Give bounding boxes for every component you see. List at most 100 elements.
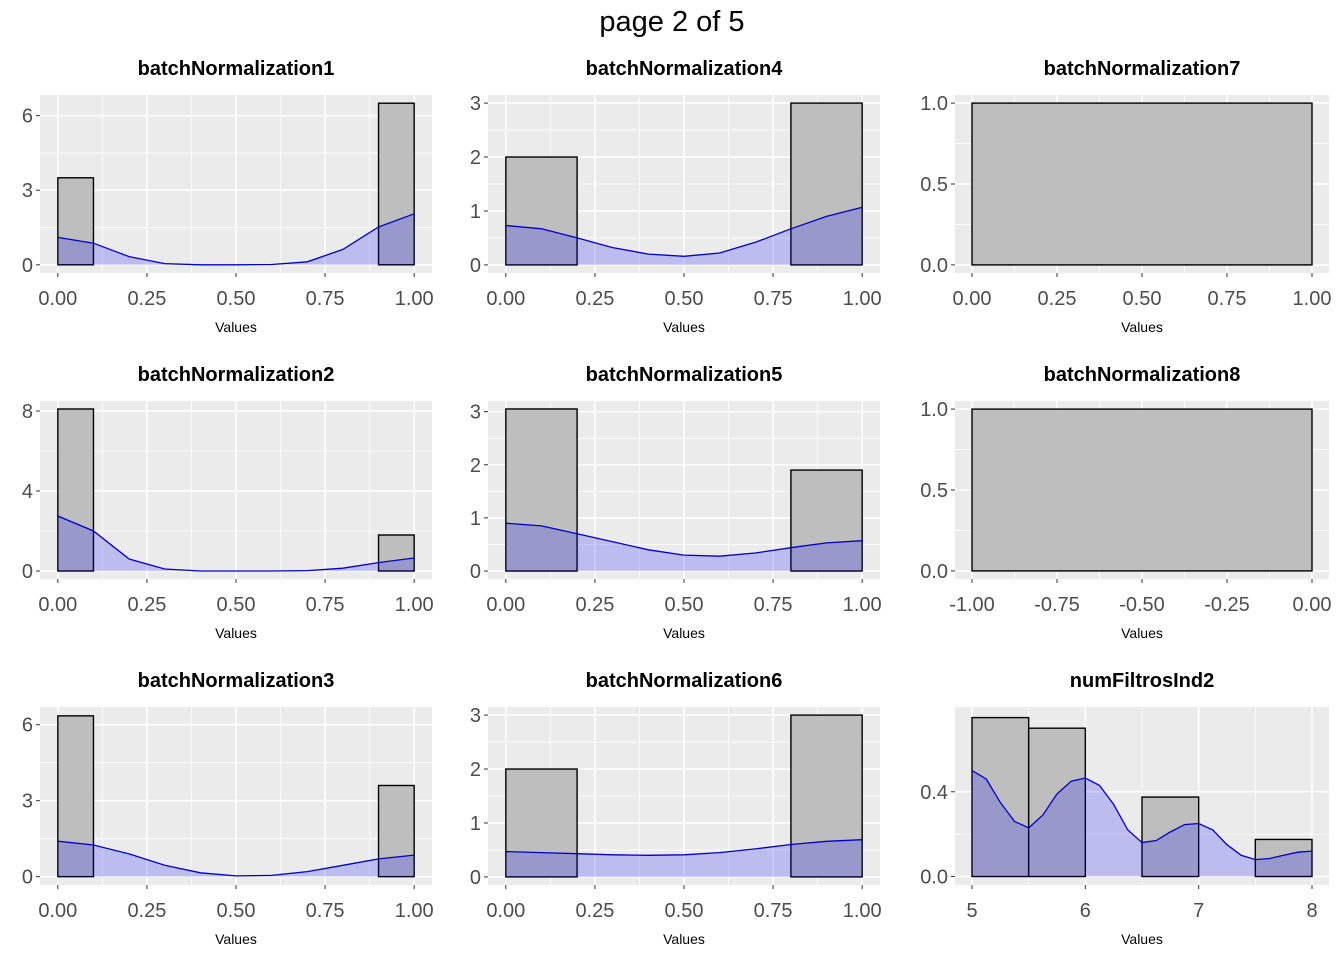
histogram-bar: [790, 469, 863, 572]
y-tick-label: 0: [22, 867, 33, 889]
x-tick-label: 0.50: [1123, 288, 1162, 310]
x-axis-label: Values: [663, 931, 705, 947]
histogram-bar: [505, 156, 578, 266]
x-tick-label: 1.00: [843, 594, 882, 616]
x-tick-label: 0.25: [575, 594, 614, 616]
chart-panel: 0.00 0.25 0.50 0.75 1.00 0.0 0.5 1.0 batchNormal…: [920, 58, 1331, 335]
chart-panel: 5 6 7 8 0.0 0.4 numFiltrosInd2 Values: [920, 670, 1329, 947]
y-tick-label: 6: [22, 106, 33, 128]
x-tick-label: 5: [966, 900, 977, 922]
density-area: [57, 213, 415, 265]
x-tick-label: 0.50: [665, 594, 704, 616]
x-tick-label: -1.00: [949, 594, 995, 616]
y-tick-label: 0.4: [920, 782, 948, 804]
x-axis-label: Values: [663, 625, 705, 641]
y-tick-label: 0.0: [920, 561, 948, 583]
histogram-bar: [377, 102, 415, 266]
x-tick-label: 0.75: [306, 594, 345, 616]
y-tick-label: 8: [22, 401, 33, 423]
x-tick-label: 0.75: [1208, 288, 1247, 310]
panel-title: batchNormalization1: [138, 58, 335, 80]
histogram-bar: [971, 408, 1313, 572]
panel-title: batchNormalization4: [586, 58, 784, 80]
panel-title: batchNormalization7: [1044, 58, 1241, 80]
y-tick-label: 1.0: [920, 399, 948, 421]
x-axis-label: Values: [215, 625, 257, 641]
x-tick-label: 0.25: [127, 594, 166, 616]
panel-title: batchNormalization6: [586, 670, 783, 692]
x-tick-label: 0.00: [1293, 594, 1332, 616]
y-tick-label: 3: [22, 180, 33, 202]
x-axis-label: Values: [215, 931, 257, 947]
y-tick-label: 2: [470, 147, 481, 169]
chart-panel: 0.00 0.25 0.50 0.75 1.00 0 1 2 3 batchNormalizati…: [470, 364, 882, 641]
panel-title: batchNormalization2: [138, 364, 335, 386]
y-tick-label: 2: [470, 759, 481, 781]
y-tick-label: 0: [470, 867, 481, 889]
x-tick-label: 1.00: [843, 900, 882, 922]
y-tick-label: 6: [22, 715, 33, 737]
density-line: [505, 206, 863, 257]
histogram-bar: [1254, 838, 1313, 878]
density-line: [57, 213, 415, 266]
panel-title: numFiltrosInd2: [1070, 670, 1214, 692]
density-area: [57, 516, 415, 571]
x-tick-label: 0.25: [575, 900, 614, 922]
x-tick-label: 1.00: [395, 288, 434, 310]
panel-title: batchNormalization8: [1044, 364, 1241, 386]
x-tick-label: 0.50: [665, 900, 704, 922]
y-tick-label: 0.0: [920, 867, 948, 889]
density-area: [505, 207, 863, 265]
y-tick-label: 3: [470, 705, 481, 727]
x-tick-label: -0.75: [1034, 594, 1080, 616]
x-tick-label: 0.00: [38, 288, 77, 310]
y-tick-label: 1: [470, 201, 481, 223]
x-tick-label: 1.00: [395, 594, 434, 616]
density-area: [505, 523, 863, 572]
x-axis-label: Values: [1121, 931, 1163, 947]
x-tick-label: 0.75: [754, 900, 793, 922]
x-tick-label: 0.75: [306, 900, 345, 922]
x-tick-label: 0.00: [486, 900, 525, 922]
x-tick-label: 0.75: [754, 288, 793, 310]
x-axis-label: Values: [1121, 625, 1163, 641]
y-tick-label: 0.5: [920, 480, 948, 502]
density-area: [972, 770, 1312, 877]
x-tick-label: 0.25: [1038, 288, 1077, 310]
x-tick-label: 1.00: [1293, 288, 1332, 310]
x-tick-label: 0.00: [38, 900, 77, 922]
y-tick-label: 0: [22, 561, 33, 583]
histogram-bar: [971, 716, 1030, 878]
y-tick-label: 0: [470, 561, 481, 583]
x-tick-label: 8: [1306, 900, 1317, 922]
x-tick-label: -0.50: [1119, 594, 1165, 616]
chart-panel: 0.00 0.25 0.50 0.75 1.00 0 1 2 3 batchNormalizati…: [470, 670, 882, 947]
x-tick-label: 0.75: [306, 288, 345, 310]
y-tick-label: 3: [470, 402, 481, 424]
panel-title: batchNormalization5: [586, 364, 783, 386]
chart-panel: 0.00 0.25 0.50 0.75 1.00 0 4 8 batchNormalizatio…: [22, 364, 434, 641]
x-tick-label: 0.00: [38, 594, 77, 616]
y-tick-label: 1: [470, 508, 481, 530]
x-tick-label: 7: [1193, 900, 1204, 922]
x-tick-label: 0.50: [665, 288, 704, 310]
histogram-bar: [1027, 727, 1087, 878]
x-tick-label: -0.25: [1204, 594, 1250, 616]
x-tick-label: 0.50: [217, 594, 256, 616]
histogram-bar: [377, 784, 415, 878]
y-tick-label: 0: [22, 255, 33, 277]
y-tick-label: 3: [470, 93, 481, 115]
histogram-bar: [971, 102, 1313, 266]
histogram-bar: [790, 714, 863, 878]
page-title: page 2 of 5: [599, 6, 745, 38]
chart-panel: -1.00 -0.75 -0.50 -0.25 0.00 0.0 0.5 1.0 batchNo…: [920, 364, 1331, 641]
chart-panel: 0.00 0.25 0.50 0.75 1.00 0 3 6 batchNormalizatio…: [22, 670, 434, 947]
density-area: [57, 841, 415, 877]
histogram-bar: [377, 534, 415, 572]
x-tick-label: 0.25: [575, 288, 614, 310]
y-tick-label: 3: [22, 791, 33, 813]
histogram-bar: [790, 102, 863, 266]
density-line: [971, 770, 1313, 861]
y-tick-label: 4: [22, 481, 33, 503]
